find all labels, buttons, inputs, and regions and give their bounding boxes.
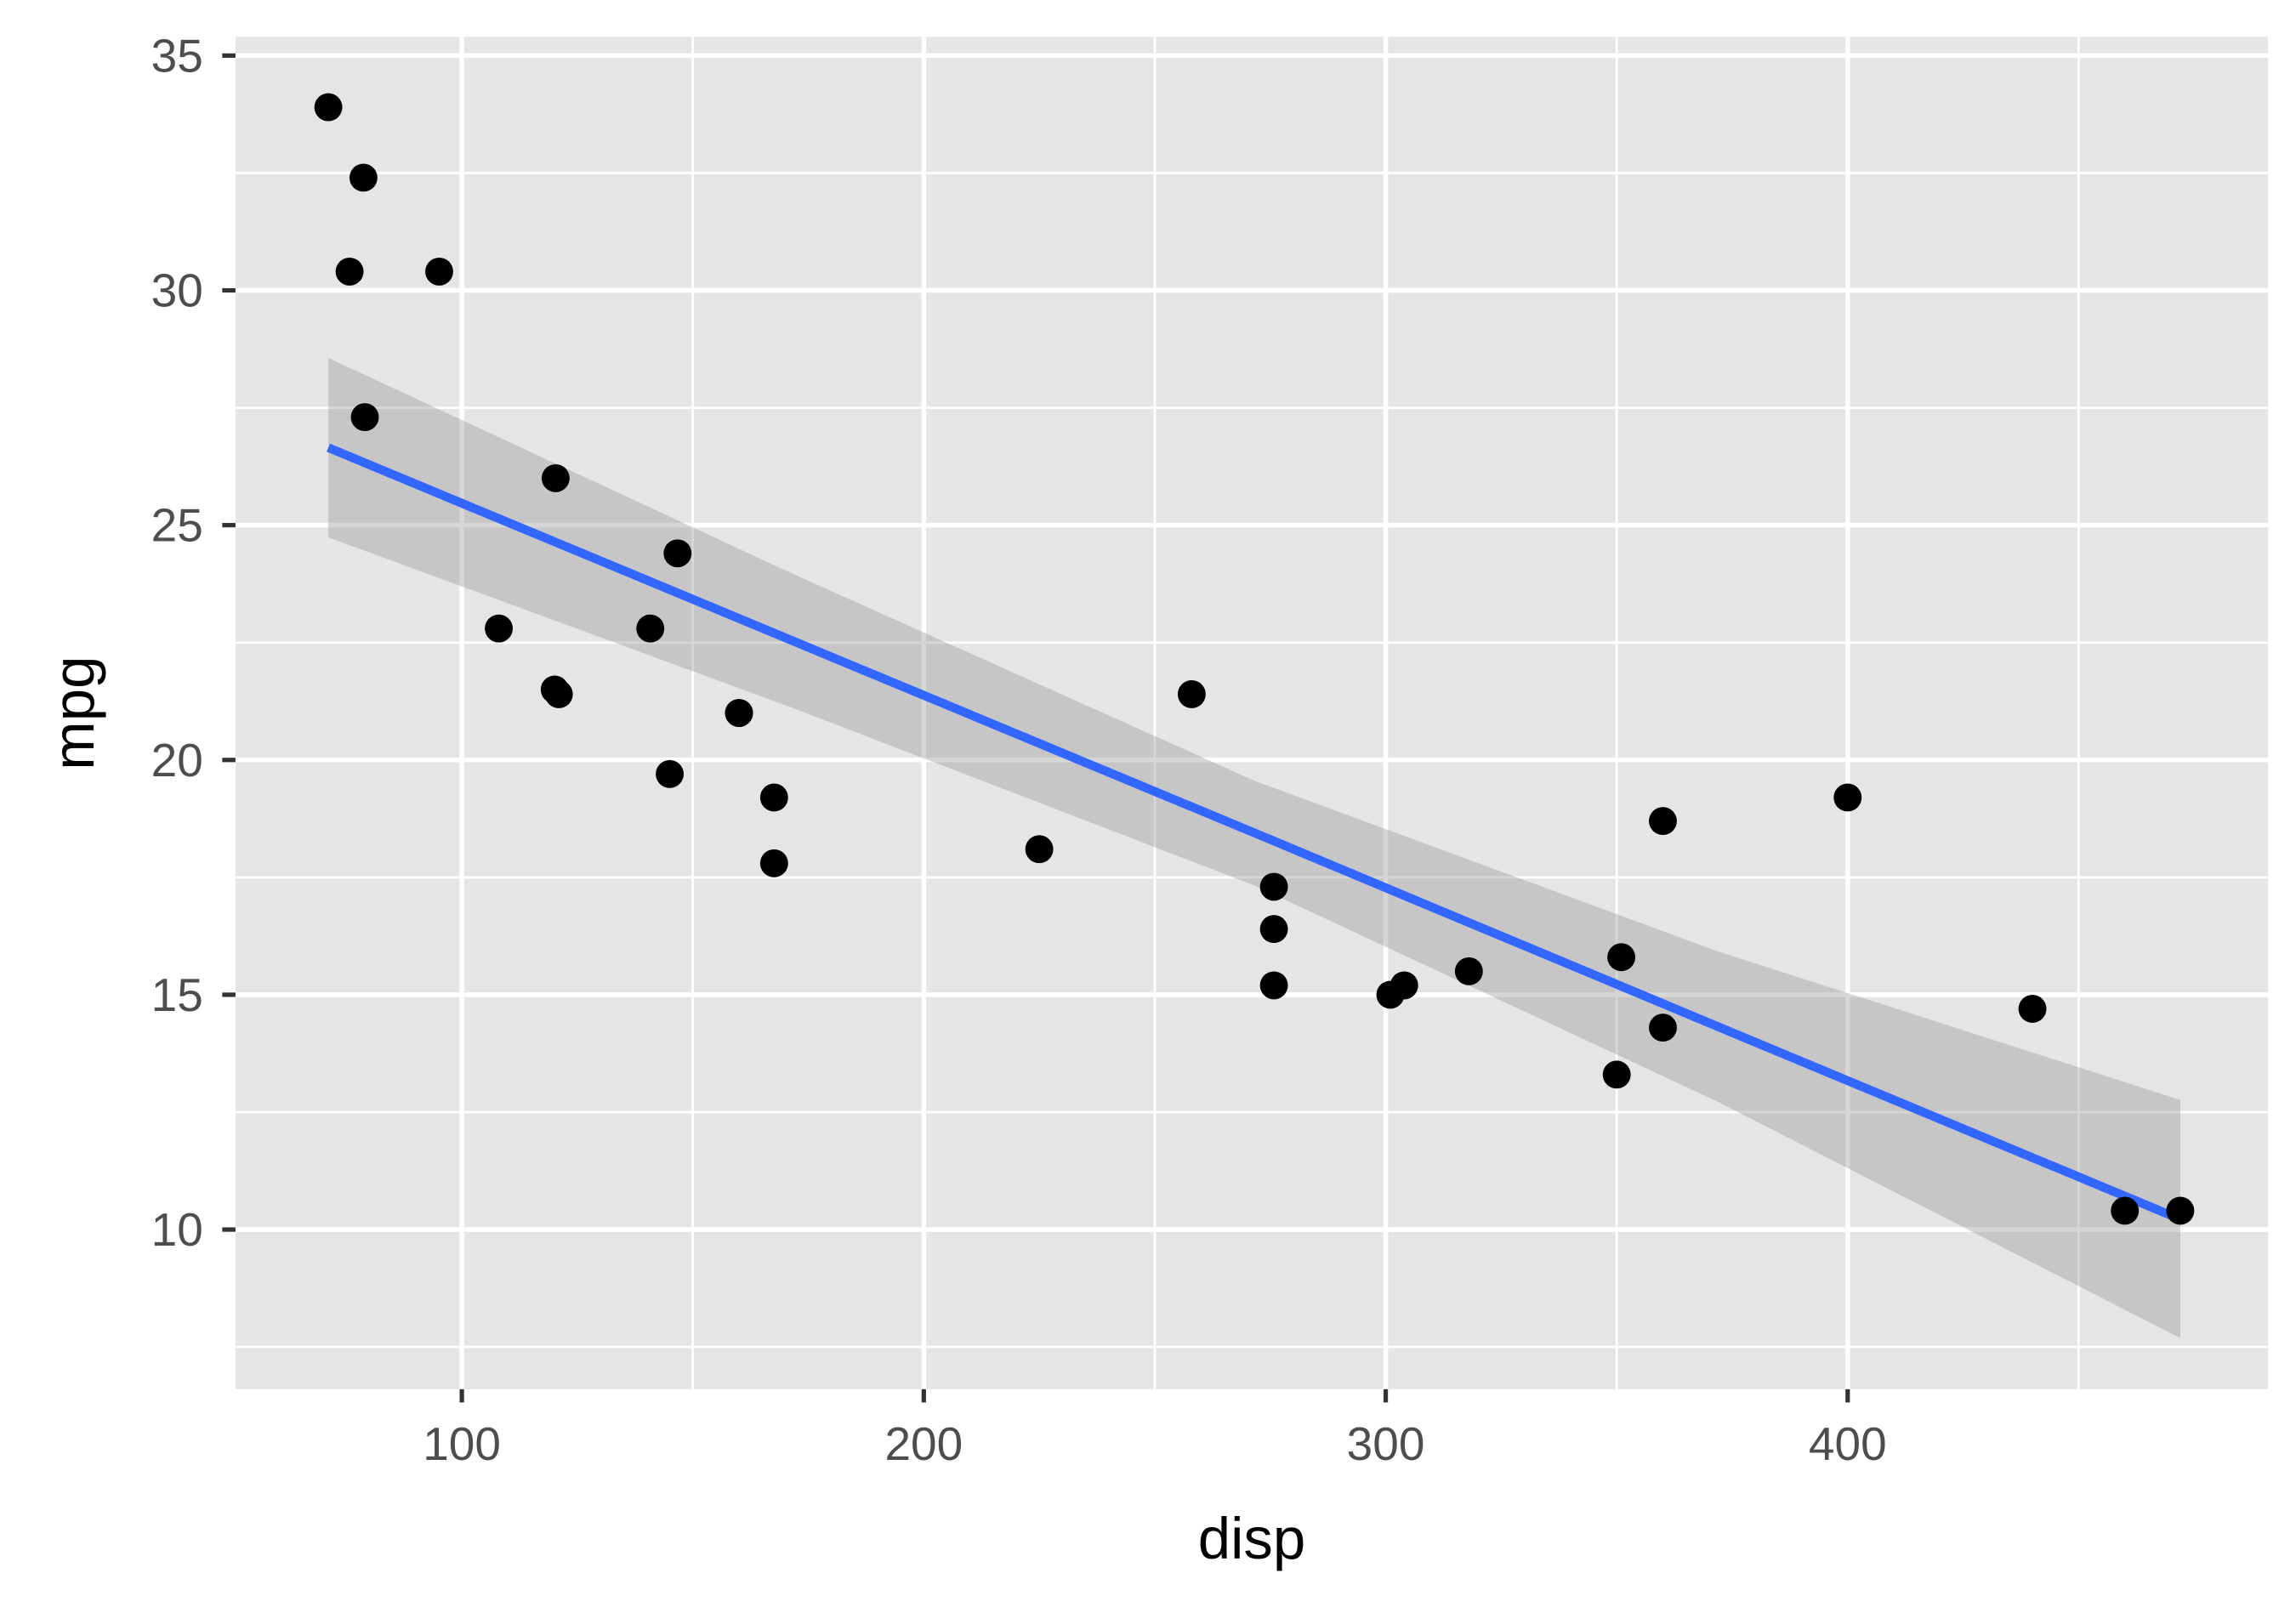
x-tick-label: 100	[423, 1417, 501, 1470]
data-point	[350, 403, 379, 432]
data-point	[2166, 1196, 2195, 1225]
confidence-band-group	[328, 358, 2180, 1338]
confidence-band	[328, 358, 2180, 1338]
data-point	[1602, 1060, 1631, 1089]
x-axis: 100 200 300 400	[423, 1388, 1887, 1470]
data-points	[314, 93, 2195, 1225]
data-point	[663, 539, 692, 568]
regression-line	[327, 443, 2182, 1224]
data-point	[425, 257, 453, 286]
y-tick-label: 15	[151, 968, 203, 1021]
x-tick-label: 200	[884, 1417, 963, 1470]
y-tick-label: 20	[151, 734, 203, 786]
data-point	[656, 759, 684, 788]
data-point	[1376, 980, 1405, 1009]
y-tick-label: 10	[151, 1203, 203, 1256]
data-point	[1649, 1014, 1677, 1042]
data-point	[544, 680, 573, 708]
data-point	[1177, 680, 1206, 708]
data-point	[335, 257, 364, 286]
data-point	[725, 699, 753, 727]
data-point	[1607, 943, 1636, 972]
x-tick-label: 300	[1347, 1417, 1425, 1470]
y-tick-label: 25	[151, 499, 203, 552]
data-point	[1833, 783, 1862, 812]
data-point	[1025, 835, 1054, 864]
y-tick-label: 35	[151, 29, 203, 82]
data-point	[485, 614, 514, 643]
minor-gridlines	[235, 37, 2269, 1389]
data-point	[2111, 1196, 2140, 1225]
x-tick-label: 400	[1809, 1417, 1887, 1470]
data-point	[1259, 872, 1288, 901]
data-point	[541, 463, 570, 492]
data-point	[1259, 971, 1288, 1000]
data-point	[1259, 915, 1288, 944]
plot-panel	[235, 37, 2269, 1389]
y-tick-label: 30	[151, 264, 203, 317]
data-point	[2018, 995, 2047, 1023]
major-gridlines	[235, 37, 2269, 1389]
regression-line-group	[327, 443, 2182, 1224]
data-point	[349, 163, 378, 192]
y-axis-title: mpg	[41, 656, 106, 769]
data-point	[1454, 957, 1483, 985]
data-point	[636, 614, 665, 643]
y-axis: 10 15 20 25 30 35	[151, 29, 236, 1256]
data-point	[1649, 807, 1677, 836]
x-axis-title: disp	[1198, 1506, 1306, 1571]
data-point	[314, 93, 343, 122]
data-point	[759, 783, 788, 812]
data-point	[759, 849, 788, 877]
